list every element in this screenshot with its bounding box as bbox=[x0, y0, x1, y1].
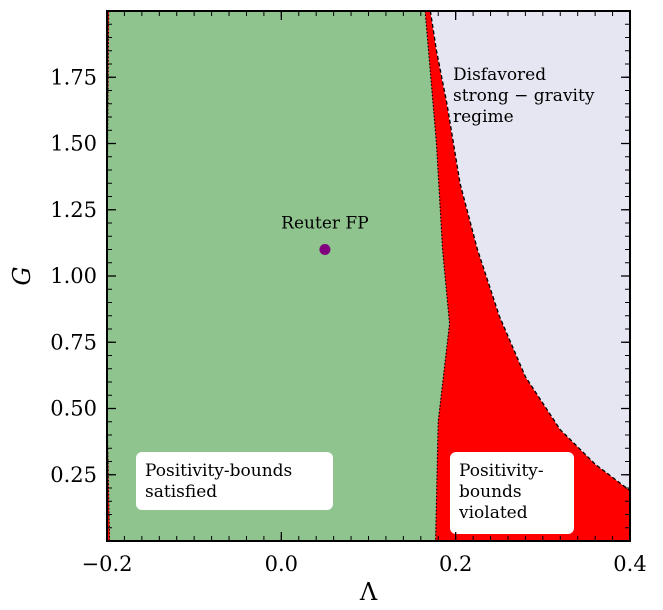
y-tick-label: 1.00 bbox=[50, 264, 97, 288]
violated-annotation-line: Positivity- bbox=[459, 461, 544, 481]
reuter-fp-label: Reuter FP bbox=[281, 214, 368, 234]
violated-annotation-box bbox=[450, 452, 574, 534]
ticks-layer bbox=[106, 10, 631, 542]
strong-gravity-annotation-line: regime bbox=[453, 107, 514, 127]
y-tick-label: 1.75 bbox=[50, 65, 97, 89]
x-tick-label: 0.2 bbox=[439, 552, 472, 576]
satisfied-annotation-line: satisfied bbox=[145, 482, 217, 502]
x-tick-label: −0.2 bbox=[82, 552, 133, 576]
satisfied-annotation-line: Positivity-bounds bbox=[145, 461, 292, 481]
violated-annotation-line: bounds bbox=[459, 482, 522, 502]
y-tick-label: 1.25 bbox=[50, 198, 97, 222]
strong-gravity-annotation-line: Disfavored bbox=[453, 65, 546, 85]
y-tick-label: 0.75 bbox=[50, 330, 97, 354]
violated-annotation-line: violated bbox=[458, 503, 528, 523]
strong-gravity-annotation-line: strong − gravity bbox=[453, 86, 595, 106]
satisfied-annotation-box bbox=[136, 452, 333, 510]
x-tick-label: 0.0 bbox=[265, 552, 298, 576]
tick-labels-layer: −0.2 0.0 0.2 0.4 0.25 0.50 0.75 1.00 1.25 1.50 1.7… bbox=[50, 65, 646, 576]
x-tick-label: 0.4 bbox=[613, 552, 646, 576]
x-axis-label: Λ bbox=[359, 578, 378, 606]
y-tick-label: 0.25 bbox=[50, 463, 97, 487]
points-layer: Reuter FP bbox=[281, 214, 369, 255]
strong-gravity-boundary-line bbox=[429, 10, 631, 492]
y-tick-label: 0.50 bbox=[50, 397, 97, 421]
regions-layer bbox=[106, 10, 631, 542]
y-tick-label: 1.50 bbox=[50, 132, 97, 156]
y-axis-label: G bbox=[8, 266, 36, 285]
reuter-fp-point bbox=[319, 244, 331, 255]
